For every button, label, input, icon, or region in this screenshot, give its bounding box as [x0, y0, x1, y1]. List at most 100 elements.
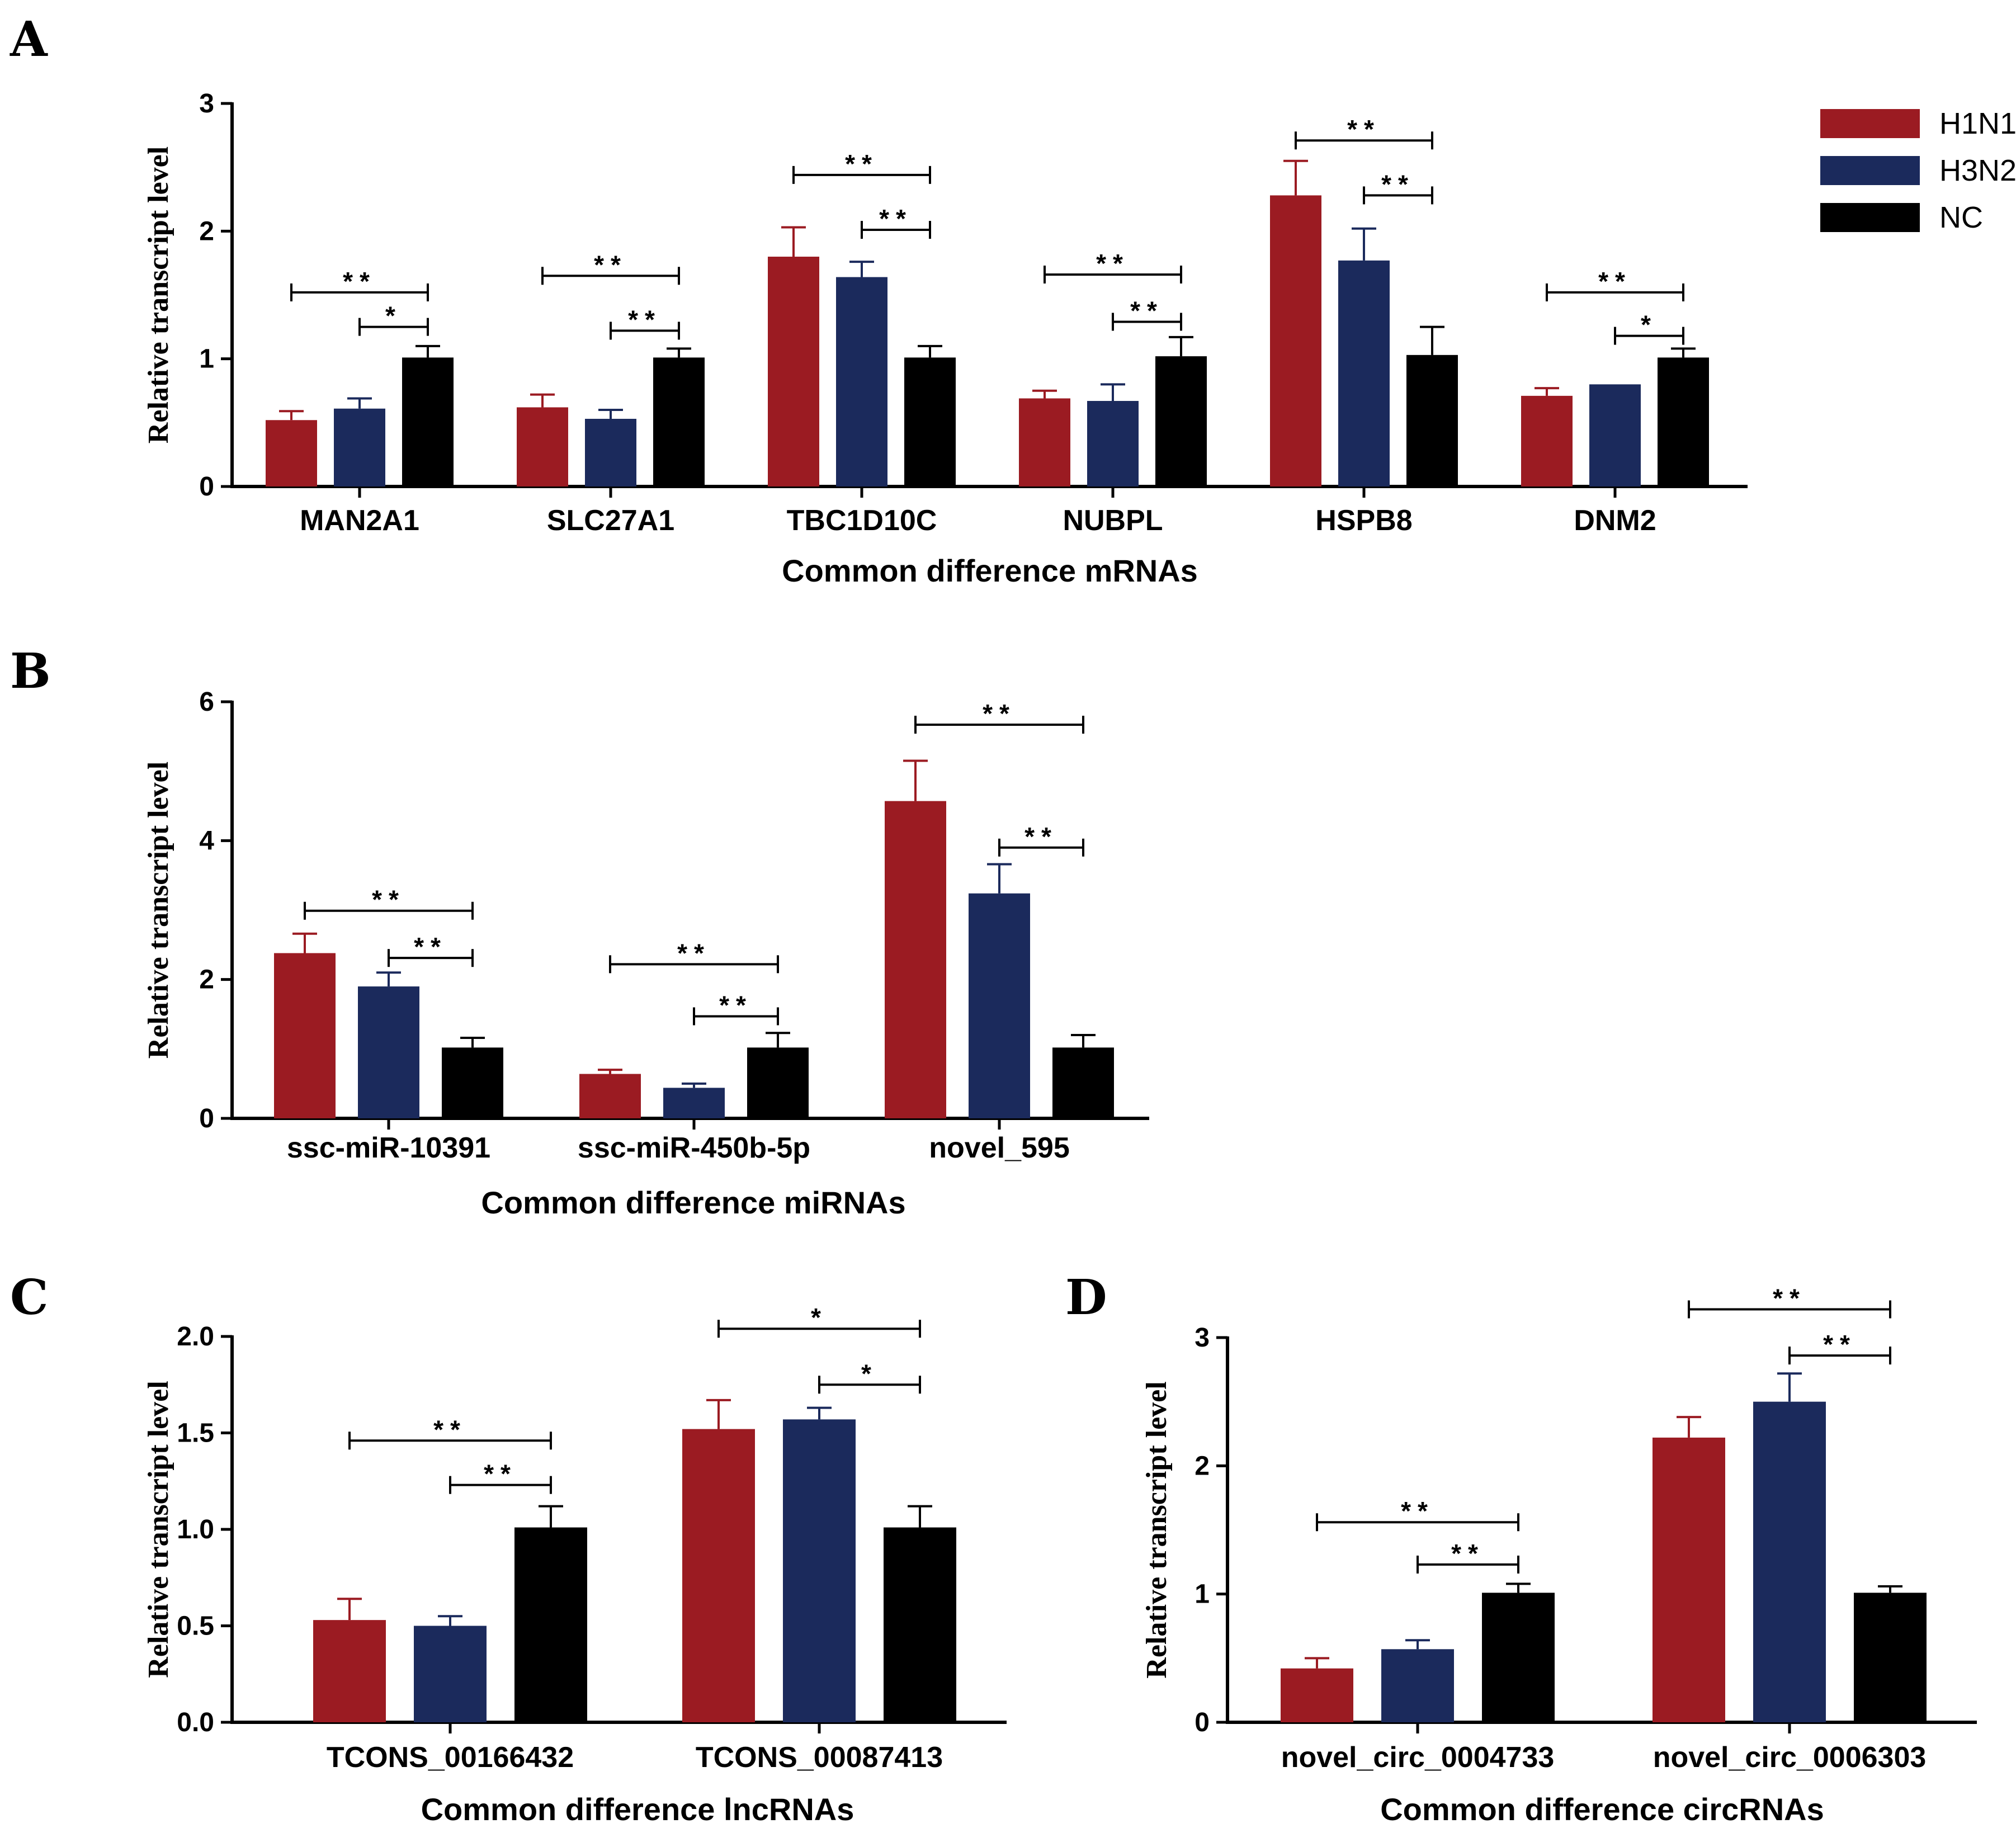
- x-tick-label: novel_circ_0006303: [1653, 1741, 1927, 1774]
- significance-label: **: [1381, 169, 1415, 199]
- bar-h1n1: [1281, 1668, 1353, 1722]
- bar-h3n2: [414, 1626, 487, 1722]
- significance-label: **: [1451, 1539, 1485, 1568]
- y-tick-label: 2: [199, 216, 214, 246]
- y-axis-title: Relative transcript level: [143, 147, 174, 443]
- panel-letter-c: C: [10, 1269, 48, 1326]
- significance-label: **: [628, 305, 662, 334]
- y-tick-label: 2: [199, 965, 214, 995]
- bar-nc: [1658, 357, 1709, 486]
- bar-h1n1: [1270, 195, 1321, 486]
- bar-h1n1: [313, 1620, 386, 1722]
- x-tick-label: SLC27A1: [547, 504, 674, 537]
- y-tick-label: 0.0: [177, 1708, 214, 1737]
- legend-label-h3n2: H3N2: [1939, 154, 2016, 187]
- bar-h1n1: [274, 953, 336, 1118]
- bar-h1n1: [1521, 395, 1573, 486]
- panel-a-chart: 0 1 2 3 Relative transcript level Common diff…: [143, 89, 1748, 588]
- y-tick-label: 4: [199, 826, 214, 856]
- legend-swatch-h1n1: [1820, 109, 1920, 138]
- x-tick-label: HSPB8: [1315, 504, 1412, 537]
- y-tick-label: 0.5: [177, 1612, 214, 1641]
- significance-label: **: [719, 990, 753, 1019]
- bar-h1n1: [579, 1074, 641, 1118]
- significance-label: **: [879, 204, 913, 233]
- significance-label: **: [677, 938, 711, 967]
- legend-swatch-nc: [1820, 203, 1920, 232]
- y-tick-label: 6: [199, 687, 214, 717]
- bar-h1n1: [1653, 1437, 1725, 1722]
- y-tick-label: 1.0: [177, 1515, 214, 1544]
- y-tick-label: 3: [1195, 1323, 1210, 1353]
- significance-label: **: [1598, 267, 1632, 296]
- legend-label-h1n1: H1N1: [1939, 107, 2016, 140]
- significance-label: **: [484, 1459, 517, 1489]
- y-tick-label: 0: [199, 472, 214, 502]
- significance-label: *: [385, 301, 402, 330]
- bar-nc: [904, 357, 956, 486]
- y-tick-label: 2.0: [177, 1322, 214, 1352]
- bar-h3n2: [783, 1419, 856, 1722]
- significance-label: **: [1024, 822, 1058, 851]
- significance-label: **: [845, 149, 879, 178]
- bar-h3n2: [836, 277, 887, 486]
- bar-h1n1: [682, 1429, 755, 1722]
- bar-nc: [1854, 1593, 1927, 1722]
- x-tick-label: DNM2: [1574, 504, 1656, 537]
- bar-nc: [747, 1047, 809, 1118]
- significance-label: *: [811, 1303, 828, 1332]
- x-axis-title: Common difference mRNAs: [782, 553, 1198, 588]
- bar-h1n1: [266, 420, 317, 486]
- x-tick-label: TCONS_00166432: [327, 1741, 574, 1774]
- significance-label: **: [1773, 1284, 1806, 1313]
- significance-label: **: [983, 699, 1016, 728]
- y-tick-label: 1.5: [177, 1419, 214, 1448]
- bar-nc: [402, 357, 454, 486]
- x-axis-title: Common difference miRNAs: [481, 1185, 905, 1220]
- significance-label: **: [414, 932, 447, 961]
- x-tick-label: ssc-miR-10391: [287, 1132, 490, 1164]
- y-axis-title: Relative transcript level: [143, 1381, 174, 1678]
- bar-nc: [442, 1047, 503, 1118]
- significance-label: **: [1130, 296, 1164, 325]
- y-axis-title: Relative transcript level: [143, 762, 174, 1059]
- x-tick-label: TBC1D10C: [787, 504, 937, 537]
- bar-h3n2: [1338, 260, 1390, 486]
- legend: H1N1 H3N2 NC: [1820, 107, 2016, 234]
- bar-h3n2: [1753, 1401, 1826, 1722]
- bar-h3n2: [358, 986, 419, 1118]
- significance-label: **: [1347, 115, 1381, 144]
- panel-letter-d: D: [1065, 1269, 1107, 1326]
- significance-label: **: [343, 267, 376, 296]
- bar-nc: [1406, 355, 1458, 486]
- panel-letter-a: A: [10, 11, 48, 68]
- x-axis-title: Common difference circRNAs: [1380, 1792, 1824, 1827]
- bar-h3n2: [1087, 401, 1139, 486]
- panel-letter-b: B: [10, 643, 51, 700]
- bar-nc: [884, 1527, 956, 1722]
- bar-nc: [1052, 1047, 1114, 1118]
- x-tick-label: novel_circ_0004733: [1281, 1741, 1555, 1774]
- significance-label: *: [1641, 310, 1658, 339]
- y-tick-label: 3: [199, 89, 214, 119]
- legend-swatch-h3n2: [1820, 156, 1920, 185]
- panel-d-chart: 0 1 2 3 Relative transcript level Common diff…: [1141, 1284, 1977, 1827]
- bar-h1n1: [1019, 398, 1070, 486]
- bar-h3n2: [1381, 1649, 1454, 1722]
- y-axis-title: Relative transcript level: [1141, 1381, 1173, 1678]
- bar-h1n1: [885, 801, 946, 1118]
- significance-label: *: [861, 1359, 878, 1388]
- bar-nc: [653, 357, 705, 486]
- y-tick-label: 1: [1195, 1580, 1210, 1609]
- x-tick-label: MAN2A1: [300, 504, 419, 537]
- x-tick-label: NUBPL: [1063, 504, 1163, 537]
- significance-label: **: [594, 250, 627, 279]
- x-tick-label: ssc-miR-450b-5p: [578, 1132, 810, 1164]
- bar-h3n2: [969, 893, 1030, 1118]
- significance-label: **: [1401, 1496, 1434, 1525]
- legend-label-nc: NC: [1939, 201, 1983, 234]
- bar-h3n2: [1589, 384, 1641, 486]
- significance-label: **: [433, 1415, 467, 1444]
- bar-h3n2: [334, 408, 385, 486]
